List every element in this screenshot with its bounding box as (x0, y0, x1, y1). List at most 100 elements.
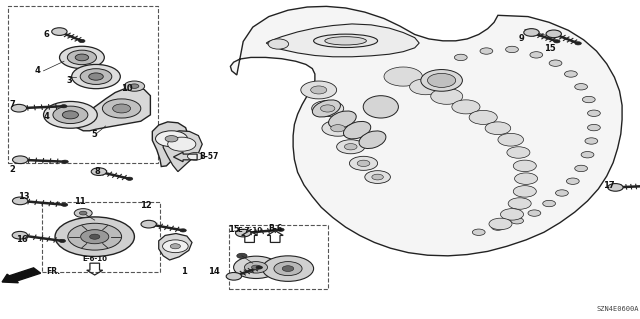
Circle shape (337, 140, 365, 154)
Circle shape (513, 160, 536, 172)
Circle shape (321, 105, 335, 112)
Text: 15: 15 (545, 44, 556, 53)
Circle shape (188, 152, 203, 160)
Circle shape (500, 209, 524, 220)
Circle shape (126, 177, 132, 180)
Text: 4: 4 (43, 112, 49, 121)
Circle shape (410, 79, 442, 95)
Circle shape (506, 46, 518, 53)
Text: 9: 9 (519, 34, 524, 43)
Circle shape (454, 54, 467, 61)
Circle shape (588, 124, 600, 131)
Circle shape (165, 136, 178, 142)
Circle shape (72, 64, 120, 89)
Polygon shape (77, 87, 150, 131)
Circle shape (549, 60, 562, 66)
Text: 14: 14 (209, 267, 220, 276)
Circle shape (554, 40, 560, 43)
Circle shape (575, 42, 581, 45)
Circle shape (81, 230, 109, 244)
Text: 7: 7 (10, 100, 15, 109)
Text: 12: 12 (140, 201, 152, 210)
Circle shape (469, 110, 497, 124)
Circle shape (431, 88, 463, 104)
Circle shape (68, 223, 122, 250)
Circle shape (282, 266, 294, 271)
Circle shape (76, 54, 88, 61)
Circle shape (428, 73, 456, 87)
Circle shape (80, 69, 112, 85)
Circle shape (372, 174, 383, 180)
Circle shape (585, 138, 598, 144)
Circle shape (12, 104, 27, 112)
Ellipse shape (359, 131, 386, 149)
Circle shape (492, 224, 504, 230)
Circle shape (274, 262, 302, 276)
Circle shape (331, 125, 345, 132)
Bar (8, 6, 158, 163)
Circle shape (79, 39, 85, 42)
Polygon shape (159, 234, 192, 260)
Circle shape (44, 101, 97, 128)
Circle shape (278, 228, 284, 231)
Circle shape (61, 105, 67, 108)
Ellipse shape (328, 111, 356, 128)
Text: 3: 3 (67, 76, 72, 85)
Circle shape (582, 96, 595, 103)
Circle shape (12, 231, 28, 239)
Circle shape (530, 52, 543, 58)
Ellipse shape (325, 37, 367, 45)
Circle shape (556, 190, 568, 196)
Circle shape (62, 160, 68, 163)
Circle shape (61, 203, 68, 206)
Text: E-6-10: E-6-10 (82, 256, 108, 262)
Ellipse shape (421, 70, 462, 91)
Circle shape (546, 30, 561, 38)
FancyArrow shape (2, 268, 40, 283)
Circle shape (268, 39, 289, 49)
Circle shape (515, 173, 538, 184)
Circle shape (156, 131, 188, 147)
Circle shape (575, 165, 588, 172)
Text: 10: 10 (121, 84, 132, 93)
Circle shape (528, 210, 541, 216)
Circle shape (12, 197, 28, 205)
Bar (229, 225, 328, 289)
Circle shape (55, 217, 134, 256)
Circle shape (301, 81, 337, 99)
Circle shape (566, 178, 579, 184)
Text: 2: 2 (10, 165, 16, 174)
Text: 11: 11 (74, 197, 86, 206)
Circle shape (365, 171, 390, 183)
Circle shape (236, 229, 251, 237)
Text: 5: 5 (92, 130, 98, 139)
Circle shape (498, 133, 524, 146)
Text: 13: 13 (19, 192, 30, 201)
Text: 8: 8 (95, 167, 100, 176)
Circle shape (60, 46, 104, 69)
Ellipse shape (314, 34, 378, 48)
Circle shape (89, 73, 103, 80)
Text: 6: 6 (43, 30, 49, 39)
Circle shape (124, 81, 145, 91)
Circle shape (262, 256, 314, 281)
Circle shape (163, 240, 188, 253)
Circle shape (252, 265, 260, 270)
Circle shape (141, 220, 156, 228)
Circle shape (349, 156, 378, 170)
Circle shape (74, 209, 92, 218)
Ellipse shape (344, 122, 371, 139)
Circle shape (564, 71, 577, 77)
Bar (42, 202, 160, 272)
Circle shape (234, 256, 278, 278)
Polygon shape (230, 6, 622, 256)
Text: B-6: B-6 (268, 224, 282, 233)
Circle shape (543, 200, 556, 207)
Circle shape (180, 229, 186, 232)
Text: E-7-10: E-7-10 (237, 227, 262, 233)
Circle shape (59, 239, 65, 242)
Text: 15: 15 (228, 225, 239, 234)
Circle shape (113, 104, 131, 113)
Circle shape (480, 48, 493, 54)
Circle shape (102, 99, 141, 118)
